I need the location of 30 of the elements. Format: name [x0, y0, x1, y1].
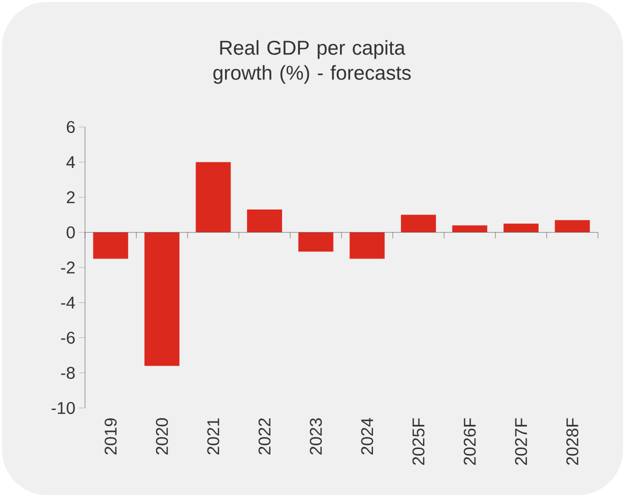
- y-tick-label: 6: [66, 120, 75, 134]
- y-tick-label: -10: [52, 402, 75, 414]
- y-tick-label: 2: [66, 191, 75, 204]
- bar: [554, 220, 590, 232]
- x-tick-label: 2022: [258, 418, 271, 454]
- y-tick-label: -6: [61, 332, 75, 344]
- x-tick-label: 2019: [104, 418, 117, 454]
- bar: [504, 224, 539, 232]
- bar: [247, 210, 282, 232]
- bar: [144, 232, 180, 366]
- y-tick-label: -4: [61, 296, 75, 308]
- x-tick-label: 2026F: [464, 418, 476, 465]
- bar: [196, 162, 231, 232]
- x-tick-label: 2028F: [566, 418, 578, 465]
- y-tick-label: 0: [66, 226, 75, 238]
- x-tick-label: 2027F: [515, 418, 528, 465]
- x-tick-label: 2020: [156, 418, 168, 454]
- x-tick-label: 2021: [207, 418, 220, 454]
- y-tick-label: 4: [66, 156, 75, 168]
- bar: [93, 232, 128, 259]
- x-tick-label: 2025F: [412, 418, 424, 465]
- bar: [298, 232, 334, 252]
- bar: [350, 232, 385, 259]
- x-tick-label: 2024: [361, 418, 374, 454]
- chart-title: Real GDP per capita growth (%) - forecasts: [213, 40, 411, 84]
- y-tick-label: -2: [61, 262, 75, 274]
- y-tick-label: -8: [61, 366, 75, 379]
- bar: [452, 225, 488, 232]
- bar: [400, 214, 436, 232]
- x-tick-label: 2023: [310, 418, 322, 454]
